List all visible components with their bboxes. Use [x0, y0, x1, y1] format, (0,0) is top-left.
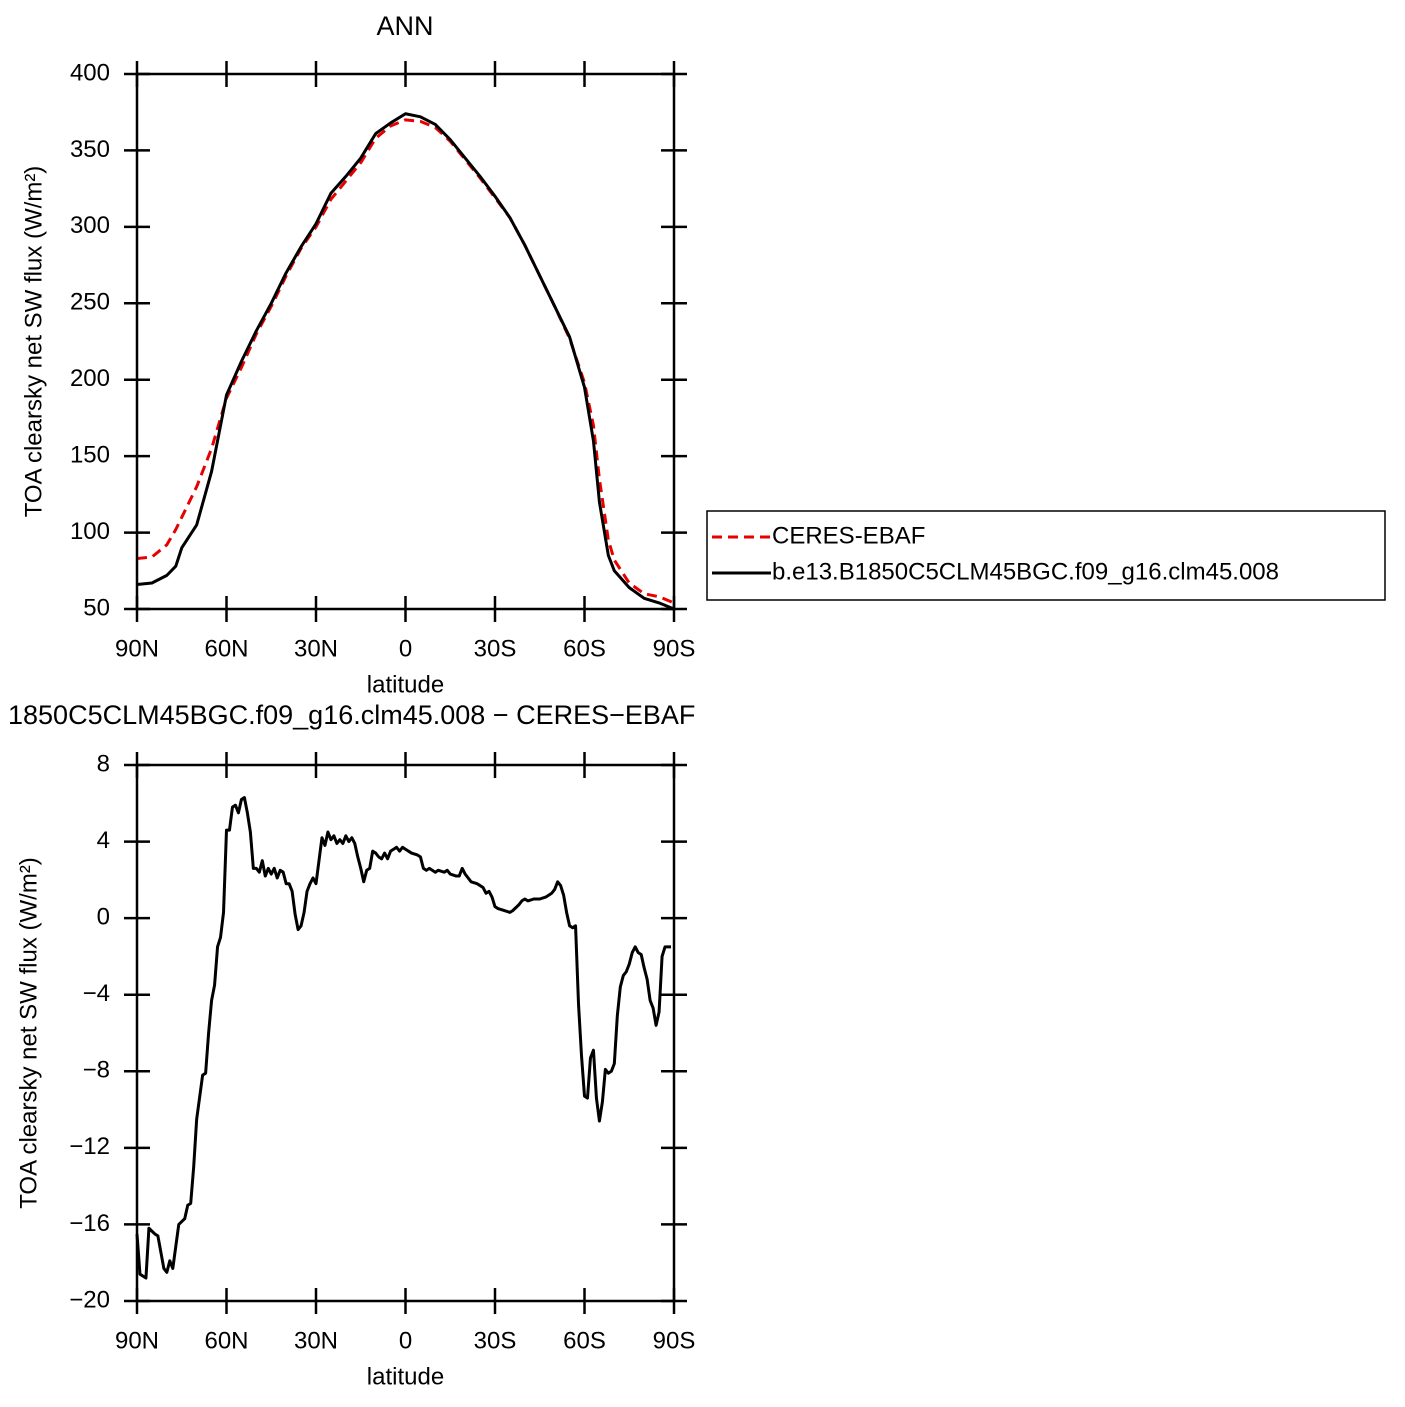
y-tick-label: 0	[97, 903, 110, 930]
y-tick-label: −4	[83, 980, 110, 1007]
y-tick-label: 250	[70, 289, 110, 316]
x-tick-label: 90N	[115, 635, 159, 662]
x-tick-label: 60N	[204, 1327, 248, 1354]
y-axis-label: TOA clearsky net SW flux (W/m²)	[20, 166, 47, 518]
y-tick-label: 400	[70, 59, 110, 86]
y-axis-label: TOA clearsky net SW flux (W/m²)	[15, 857, 42, 1209]
x-tick-label: 30N	[294, 1327, 338, 1354]
y-tick-label: 200	[70, 365, 110, 392]
x-tick-label: 0	[399, 635, 412, 662]
data-line	[136, 118, 675, 605]
x-tick-label: 90S	[653, 635, 696, 662]
legend-label: b.e13.B1850C5CLM45BGC.f09_g16.clm45.008	[772, 558, 1279, 585]
y-tick-label: 100	[70, 518, 110, 545]
y-tick-label: 300	[70, 212, 110, 239]
plot-frame	[135, 72, 676, 611]
x-tick-label: 60N	[204, 635, 248, 662]
y-tick-label: −16	[69, 1210, 110, 1237]
chart-title: 1850C5CLM45BGC.f09_g16.clm45.008 − CERES…	[8, 700, 695, 730]
x-tick-label: 60S	[563, 635, 606, 662]
x-tick-label: 30S	[474, 635, 517, 662]
x-tick-label: 30N	[294, 635, 338, 662]
legend-box	[706, 510, 1386, 601]
y-tick-label: 8	[97, 750, 110, 777]
y-tick-label: −12	[69, 1133, 110, 1160]
y-tick-label: 50	[83, 594, 110, 621]
y-tick-label: 350	[70, 136, 110, 163]
data-line	[135, 796, 672, 1280]
y-tick-label: −8	[83, 1057, 110, 1084]
x-tick-label: 30S	[474, 1327, 517, 1354]
x-tick-label: 60S	[563, 1327, 606, 1354]
x-axis-label: latitude	[367, 1363, 444, 1390]
data-line	[136, 112, 675, 611]
plot-frame	[135, 763, 676, 1303]
y-tick-label: 4	[97, 827, 110, 854]
x-axis-label: latitude	[367, 671, 444, 698]
legend-label: CERES-EBAF	[772, 522, 925, 549]
y-tick-label: 150	[70, 441, 110, 468]
chart-title: ANN	[376, 11, 433, 41]
x-tick-label: 90S	[653, 1327, 696, 1354]
x-tick-label: 0	[399, 1327, 412, 1354]
x-tick-label: 90N	[115, 1327, 159, 1354]
y-tick-label: −20	[69, 1286, 110, 1313]
